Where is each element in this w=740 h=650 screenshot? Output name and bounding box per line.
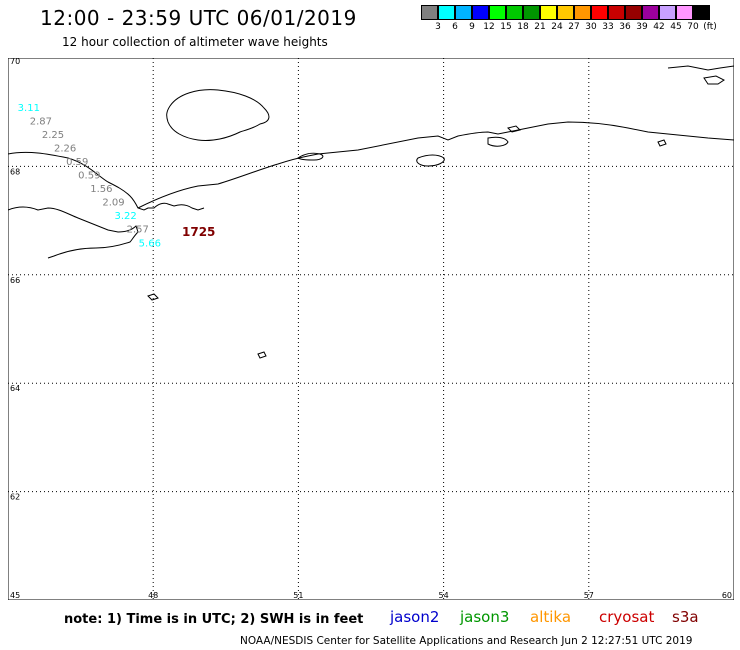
satellite-altika: altika (530, 608, 572, 626)
lat-label-64: 64 (10, 384, 20, 393)
coast-inlet-3 (487, 136, 509, 147)
legend-label-4: 15 (500, 22, 512, 32)
legend-swatch-13 (642, 5, 659, 20)
islet-2 (257, 351, 267, 359)
obs-value-2: 2.25 (42, 130, 64, 141)
kola-coast (8, 151, 205, 259)
legend-labels: 3 6 9 12 15 18 21 24 27 30 33 36 39 42 45 70 (ft) (421, 20, 717, 32)
islet-1 (147, 293, 159, 301)
map-subtitle: 12 hour collection of altimeter wave hei… (62, 35, 328, 49)
satellite-jason3: jason3 (460, 608, 510, 626)
lon-label-45: 45 (10, 591, 20, 600)
southern-shore (137, 121, 734, 209)
legend-swatch-1 (438, 5, 455, 20)
legend-label-16: (ft) (703, 22, 717, 32)
legend-swatch-2 (455, 5, 472, 20)
obs-value-6: 1.56 (90, 184, 112, 195)
legend-label-7: 24 (551, 22, 563, 32)
legend-swatch-4 (489, 5, 506, 20)
legend-label-8: 27 (568, 22, 580, 32)
legend-swatch-15 (676, 5, 693, 20)
legend-label-11: 36 (619, 22, 631, 32)
legend-swatch-12 (625, 5, 642, 20)
lon-label-60: 60 (722, 591, 732, 600)
islet-4 (657, 139, 667, 147)
credit-line: NOAA/NESDIS Center for Satellite Applica… (240, 635, 693, 647)
map-frame (8, 58, 734, 600)
legend-swatch-14 (659, 5, 676, 20)
lon-label-54: 54 (439, 591, 449, 600)
islet-3 (507, 125, 521, 133)
legend-label-0: 3 (435, 22, 441, 32)
lon-label-57: 57 (584, 591, 594, 600)
lat-label-66: 66 (10, 276, 20, 285)
satellite-cryosat: cryosat (599, 608, 655, 626)
graticule (8, 58, 734, 600)
legend-label-2: 9 (469, 22, 475, 32)
obs-value-5: 0.59 (78, 171, 100, 182)
lat-label-68: 68 (10, 167, 20, 176)
obs-value-9: 2.57 (127, 225, 149, 236)
novaya-zemlya-tip (667, 65, 734, 71)
legend-label-15: 70 (687, 22, 699, 32)
legend-swatch-0 (421, 5, 438, 20)
legend-swatch-6 (523, 5, 540, 20)
legend-label-10: 33 (602, 22, 614, 32)
legend-swatch-11 (608, 5, 625, 20)
legend-label-1: 6 (452, 22, 458, 32)
legend-swatch-9 (574, 5, 591, 20)
legend-label-5: 18 (517, 22, 529, 32)
vaygach-island (703, 75, 725, 85)
lon-label-51: 51 (293, 591, 303, 600)
wave-height-legend: 3 6 9 12 15 18 21 24 27 30 33 36 39 42 45 70 (ft) (421, 5, 717, 32)
obs-value-8: 3.22 (114, 211, 136, 222)
lat-label-70: 70 (10, 58, 20, 66)
satellite-jason2: jason2 (390, 608, 440, 626)
altimeter-map: 70 68 66 64 62 60 45 48 51 54 57 60 3.11 2.87 2.25 2.… (8, 58, 734, 600)
obs-value-1: 2.87 (30, 116, 52, 127)
legend-label-14: 45 (670, 22, 682, 32)
legend-swatch-16 (693, 5, 710, 20)
obs-value-7: 2.09 (102, 198, 124, 209)
legend-label-13: 42 (653, 22, 665, 32)
kolguev-island (166, 89, 270, 141)
satellite-s3a: s3a (672, 608, 699, 626)
coast-inlet-2 (416, 154, 445, 167)
legend-swatch-7 (540, 5, 557, 20)
legend-swatch-5 (506, 5, 523, 20)
legend-label-3: 12 (483, 22, 495, 32)
footer-note: note: 1) Time is in UTC; 2) SWH is in fe… (64, 612, 364, 627)
pass-label: 1725 (182, 225, 215, 239)
legend-swatches (421, 5, 710, 20)
obs-value-3: 2.26 (54, 143, 76, 154)
obs-value-4: 0.59 (66, 157, 88, 168)
obs-value-10: 5.66 (139, 238, 161, 249)
map-title: 12:00 - 23:59 UTC 06/01/2019 (40, 6, 357, 30)
coastline (8, 65, 734, 359)
lon-label-48: 48 (148, 591, 158, 600)
legend-label-6: 21 (534, 22, 546, 32)
legend-swatch-10 (591, 5, 608, 20)
latitude-labels: 706866646260 (10, 58, 20, 502)
legend-label-12: 39 (636, 22, 648, 32)
legend-swatch-8 (557, 5, 574, 20)
legend-swatch-3 (472, 5, 489, 20)
longitude-labels: 45 48 51 54 57 60 (10, 591, 732, 600)
obs-value-0: 3.11 (18, 103, 40, 114)
legend-label-9: 30 (585, 22, 597, 32)
wave-height-observations: 3.11 2.87 2.25 2.26 0.59 0.59 1.56 2.09 3.22 2.57… (18, 103, 161, 250)
coast-inlet-1 (297, 152, 324, 161)
lat-label-62: 62 (10, 493, 20, 502)
